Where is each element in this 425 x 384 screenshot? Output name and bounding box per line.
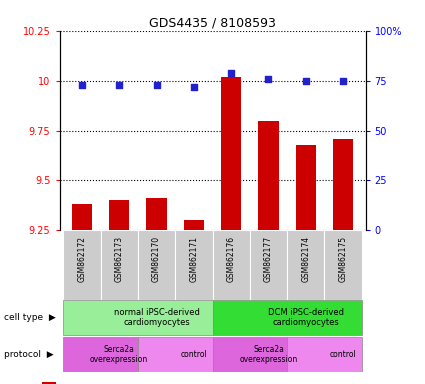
Title: GDS4435 / 8108593: GDS4435 / 8108593 — [149, 17, 276, 30]
Text: GSM862174: GSM862174 — [301, 236, 310, 282]
Bar — [63, 300, 212, 335]
Bar — [175, 230, 212, 300]
Text: Serca2a
overexpression: Serca2a overexpression — [90, 344, 148, 364]
Text: GSM862171: GSM862171 — [190, 236, 198, 282]
Bar — [63, 337, 138, 372]
Bar — [184, 220, 204, 230]
Bar — [42, 382, 56, 384]
Bar — [72, 204, 92, 230]
Bar — [333, 139, 353, 230]
Point — [340, 78, 346, 84]
Point — [79, 81, 85, 88]
Bar — [212, 230, 250, 300]
Bar — [138, 230, 175, 300]
Bar — [146, 199, 167, 230]
Bar — [212, 337, 287, 372]
Bar — [101, 230, 138, 300]
Text: GSM862173: GSM862173 — [115, 236, 124, 282]
Bar — [63, 230, 101, 300]
Text: protocol  ▶: protocol ▶ — [4, 350, 54, 359]
Point — [303, 78, 309, 84]
Bar — [138, 337, 212, 372]
Bar — [287, 337, 362, 372]
Point — [265, 76, 272, 82]
Text: GSM862170: GSM862170 — [152, 236, 161, 282]
Text: normal iPSC-derived
cardiomyocytes: normal iPSC-derived cardiomyocytes — [113, 308, 199, 328]
Bar — [250, 230, 287, 300]
Bar — [109, 200, 130, 230]
Point — [153, 81, 160, 88]
Text: GSM862172: GSM862172 — [77, 236, 86, 282]
Bar — [295, 144, 316, 230]
Bar — [221, 77, 241, 230]
Bar — [324, 230, 362, 300]
Point — [228, 70, 235, 76]
Point — [116, 81, 122, 88]
Bar — [212, 300, 362, 335]
Text: GSM862177: GSM862177 — [264, 236, 273, 282]
Text: cell type  ▶: cell type ▶ — [4, 313, 56, 322]
Text: control: control — [181, 350, 207, 359]
Text: GSM862176: GSM862176 — [227, 236, 235, 282]
Text: Serca2a
overexpression: Serca2a overexpression — [239, 344, 298, 364]
Point — [190, 84, 197, 90]
Text: GSM862175: GSM862175 — [339, 236, 348, 282]
Bar — [258, 121, 279, 230]
Text: DCM iPSC-derived
cardiomyocytes: DCM iPSC-derived cardiomyocytes — [268, 308, 344, 328]
Text: control: control — [330, 350, 357, 359]
Bar — [287, 230, 324, 300]
